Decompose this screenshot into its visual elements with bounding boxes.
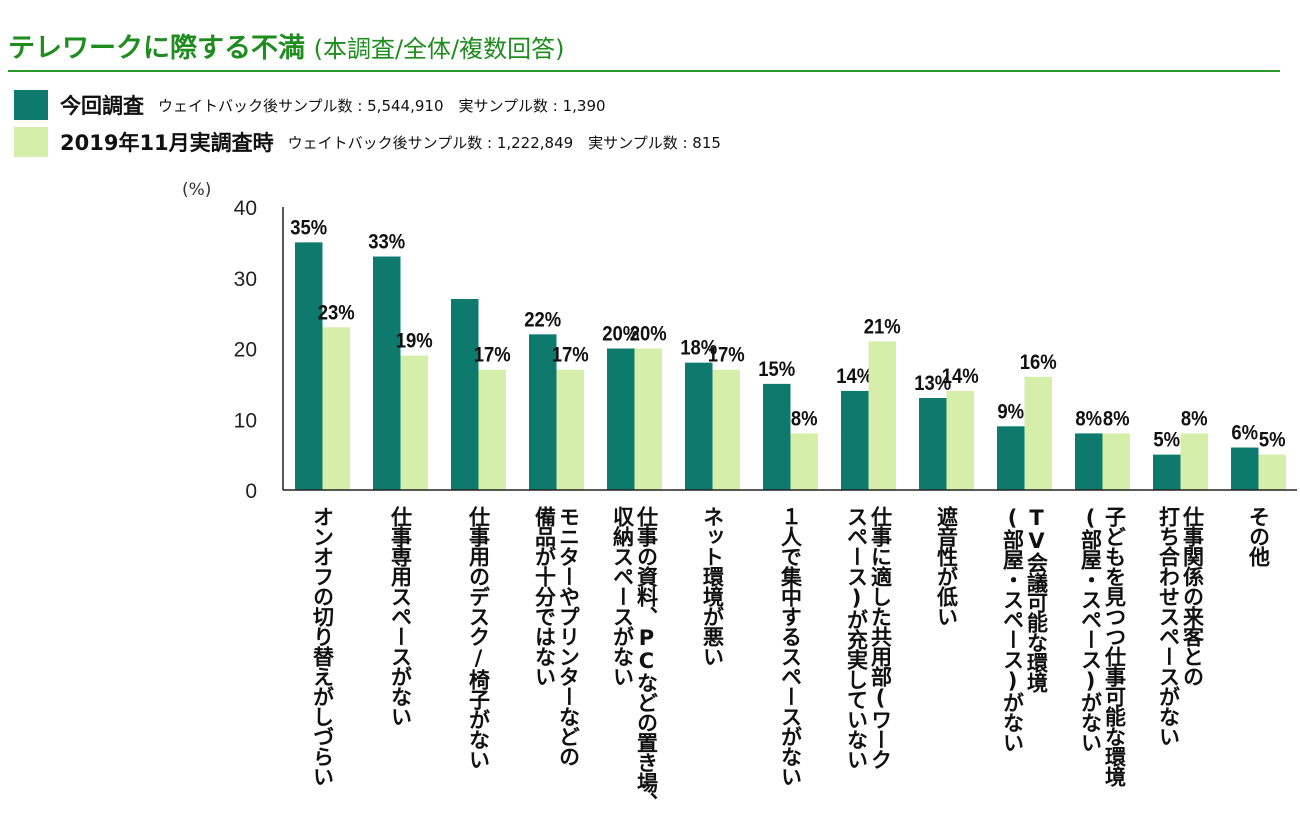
bar-current [295, 242, 323, 490]
y-tick-label: 30 [234, 268, 257, 291]
bar-2019 [400, 355, 428, 490]
legend-item-2019: 2019年11月実調査時 ウェイトバック後サンプル数 : 1,222,849 実… [14, 127, 721, 157]
data-label: 9% [997, 400, 1024, 423]
category-label: オンオフの切り替えがしづらい [311, 506, 335, 786]
category-label: モニターやプリンターなどの [557, 506, 581, 766]
data-label: 22% [524, 308, 561, 331]
category-label: 仕事用のデスク/椅子がない [467, 505, 492, 769]
category-label: 遮音性が低い [935, 505, 960, 626]
category-label: (部屋・スペース)がない [1001, 506, 1025, 752]
bar-2019 [790, 433, 818, 490]
bar-2019 [868, 341, 896, 490]
data-label: 20% [602, 322, 639, 345]
data-label: 8% [1075, 407, 1102, 430]
bar-current [451, 298, 479, 490]
data-label: 5% [1153, 429, 1180, 452]
bar-current [1231, 447, 1259, 490]
bar-2019 [1258, 454, 1286, 490]
bar-2019 [478, 369, 506, 490]
bar-2019 [946, 390, 974, 490]
title-main: テレワークに際する不満 [8, 33, 305, 64]
data-label: 13% [914, 372, 951, 395]
category-label: スペース)が充実していない [845, 506, 869, 769]
data-label: 8% [1181, 407, 1208, 430]
legend-name: 今回調査 [60, 94, 144, 118]
legend-note: ウェイトバック後サンプル数 : 1,222,849 実サンプル数 : 815 [287, 133, 721, 152]
legend-item-current: 今回調査 ウェイトバック後サンプル数 : 5,544,910 実サンプル数 : … [14, 90, 606, 120]
bar-current [685, 362, 713, 490]
data-label: 14% [942, 365, 979, 388]
legend-name: 2019年11月実調査時 [60, 131, 274, 155]
category-label: 子どもを見つつ仕事可能な環境 [1103, 506, 1128, 788]
bar-current [997, 426, 1025, 490]
data-label: 6% [1231, 422, 1258, 445]
data-label: 17% [552, 344, 589, 367]
category-label: 仕事の資料、PCなどの置き場、 [635, 505, 660, 812]
data-label: 8% [791, 407, 818, 430]
y-tick-label: 40 [234, 197, 257, 220]
data-label: 16% [1020, 351, 1057, 374]
data-label: 18% [680, 337, 717, 360]
category-label: 収納スペースがない [611, 506, 635, 686]
category-label: 仕事専用スペースがない [389, 505, 414, 726]
bar-current [763, 383, 791, 490]
data-label: 5% [1259, 429, 1286, 452]
chart-title: テレワークに際する不満 (本調査/全体/複数回答) [8, 26, 565, 65]
data-label: 17% [708, 344, 745, 367]
bar-2019 [634, 348, 662, 490]
data-label: 15% [758, 358, 795, 381]
bar-current [841, 390, 869, 490]
data-label: 20% [630, 322, 667, 345]
legend-swatch-2019 [14, 127, 48, 157]
bar-current [919, 398, 947, 490]
bar-2019 [1102, 433, 1130, 490]
bar-2019 [712, 369, 740, 490]
category-label: 仕事に適した共用部(ワーク [869, 505, 894, 769]
legend-swatch-current [14, 90, 48, 120]
category-label: 仕事関係の来客との [1181, 505, 1206, 686]
data-label: 8% [1103, 407, 1130, 430]
data-label: 33% [368, 230, 405, 253]
title-divider [8, 70, 1280, 72]
bar-current [529, 334, 557, 490]
y-axis-unit: (%) [182, 180, 212, 200]
data-label: 19% [396, 330, 433, 353]
bar-current [607, 348, 635, 490]
category-label: (部屋・スペース)がない [1079, 506, 1103, 752]
category-label: ネット環境が悪い [701, 506, 725, 666]
y-tick-label: 0 [245, 480, 257, 503]
title-subtitle: (本調査/全体/複数回答) [313, 35, 565, 63]
bar-2019 [1180, 433, 1208, 490]
data-label: 14% [836, 365, 873, 388]
bar-2019 [1024, 376, 1052, 490]
y-tick-label: 20 [234, 339, 257, 362]
data-label: 23% [318, 301, 355, 324]
data-label: 35% [290, 216, 327, 239]
bar-current [1153, 454, 1181, 490]
category-label: 備品が十分ではない [533, 505, 557, 686]
bar-current [1075, 433, 1103, 490]
category-label: TV会議可能な環境 [1025, 506, 1049, 694]
category-label: その他 [1247, 506, 1272, 568]
bar-2019 [322, 327, 350, 490]
category-label: 打ち合わせスペースがない [1157, 506, 1181, 746]
bar-current [373, 256, 401, 490]
legend-note: ウェイトバック後サンプル数 : 5,544,910 実サンプル数 : 1,390 [158, 96, 606, 115]
data-label: 17% [474, 344, 511, 367]
category-label: １人で集中するスペースがない [779, 506, 804, 786]
data-label: 21% [864, 315, 901, 338]
y-tick-label: 10 [234, 409, 257, 432]
bar-2019 [556, 369, 584, 490]
